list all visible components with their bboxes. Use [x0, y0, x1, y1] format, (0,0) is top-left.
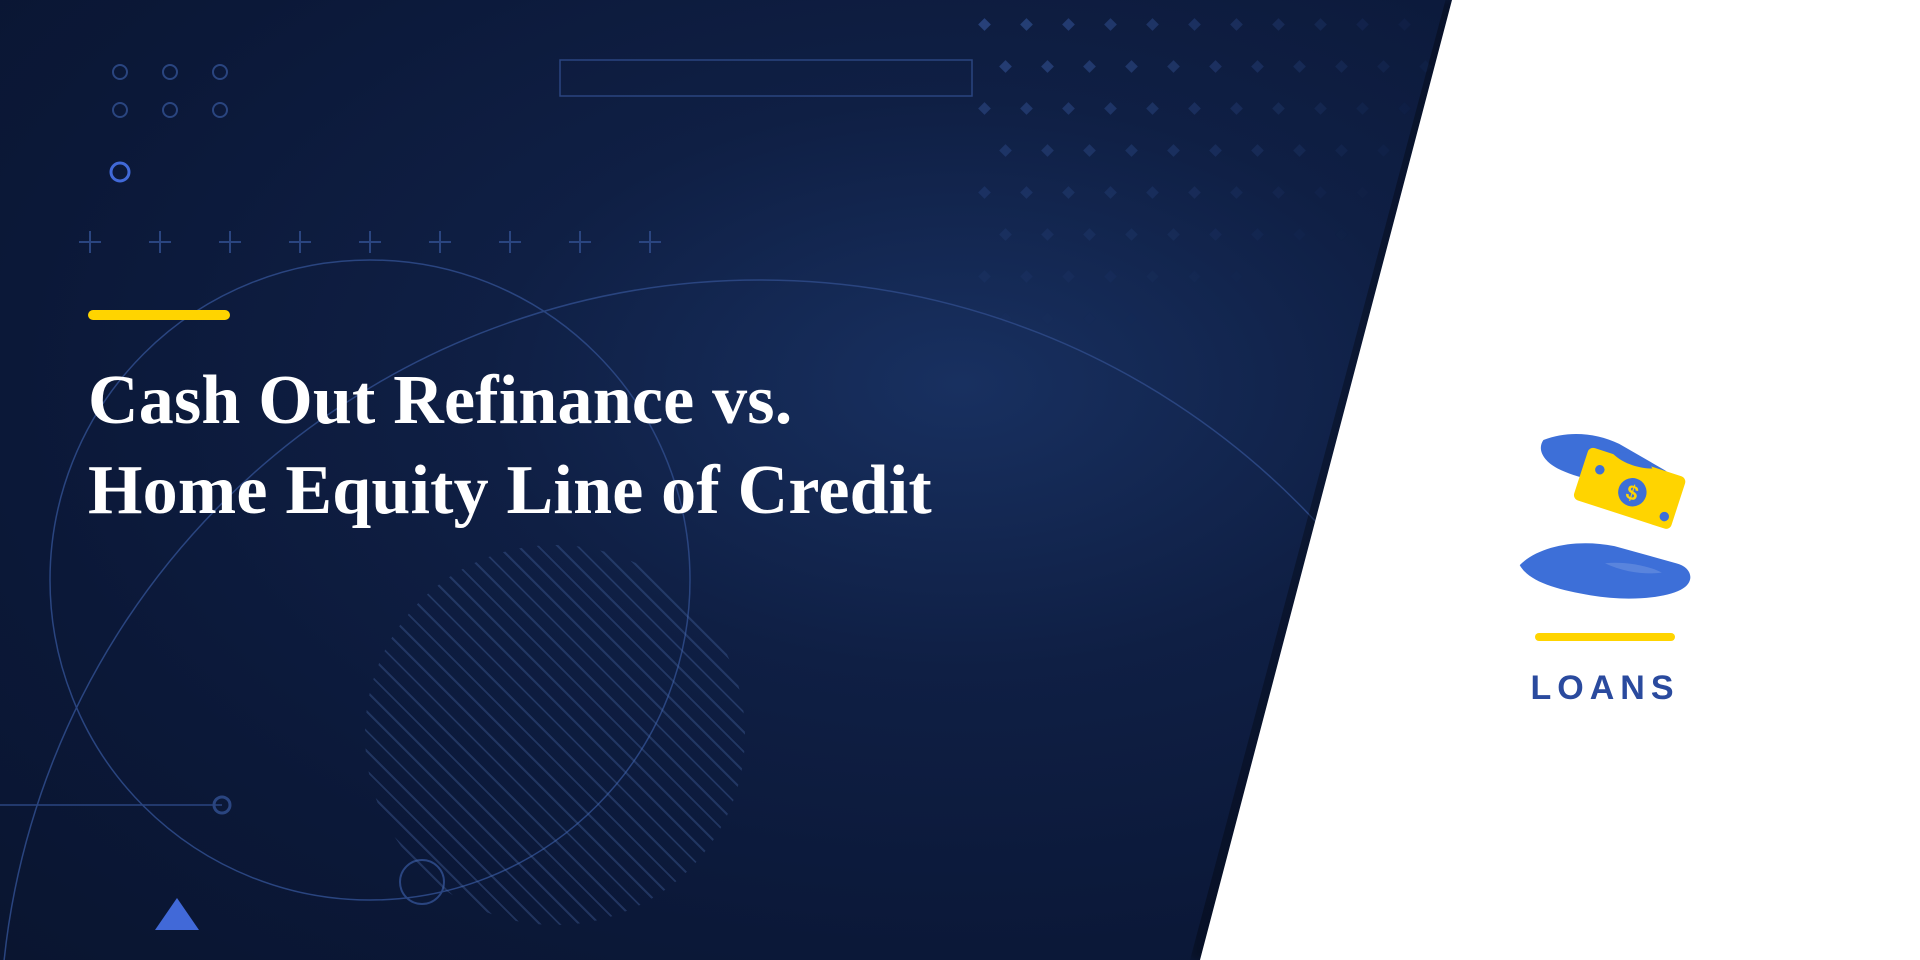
- headline-line2: Home Equity Line of Credit: [88, 452, 932, 529]
- accent-bar-small: [1535, 633, 1675, 641]
- hatched-circle: [365, 545, 745, 925]
- category-block: $ LOANS: [1490, 423, 1720, 708]
- category-label: LOANS: [1531, 669, 1680, 708]
- triangle-accent: [155, 898, 199, 930]
- headline-line1: Cash Out Refinance vs.: [88, 362, 792, 439]
- hero-banner: Cash Out Refinance vs. Home Equity Line …: [0, 0, 1920, 960]
- hand-giving-money-icon: $: [1490, 423, 1720, 603]
- accent-bar: [88, 310, 230, 320]
- headline: Cash Out Refinance vs. Home Equity Line …: [88, 356, 932, 535]
- headline-block: Cash Out Refinance vs. Home Equity Line …: [88, 310, 932, 535]
